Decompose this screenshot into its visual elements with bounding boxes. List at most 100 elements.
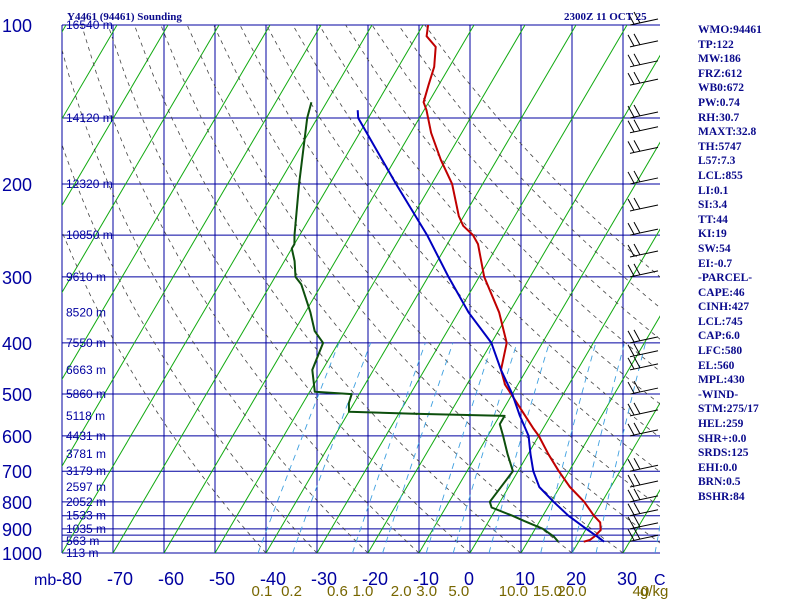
index-item: SI:3.4 [698, 199, 728, 212]
barb-feather [633, 457, 641, 470]
index-item: SHR+:0.0 [698, 432, 747, 445]
height-label: 3781 m [66, 447, 106, 461]
index-item: EHI:0.0 [698, 461, 738, 474]
isotherm-line [571, 402, 660, 553]
barb-feather [627, 474, 635, 487]
isotherm-line [418, 141, 660, 553]
index-item: SRDS:125 [698, 447, 749, 460]
height-label: 8520 m [66, 305, 106, 319]
mixing-ratio-label: 2.0 [391, 583, 412, 600]
barb-feather [633, 33, 641, 46]
dry-adiabat [424, 25, 660, 278]
isotherm-line [469, 228, 660, 553]
temp-label: -60 [158, 569, 184, 589]
wind-barb [627, 243, 659, 258]
barb-feather [633, 502, 641, 514]
height-label: 12320 m [66, 177, 113, 191]
isotherm-line [214, 25, 526, 553]
sounding-traces [290, 25, 605, 543]
barb-feather [627, 12, 635, 25]
wind-barb [627, 502, 659, 517]
barb-feather [633, 488, 641, 501]
isotherm-line [265, 25, 577, 553]
index-item: RH:30.7 [698, 111, 740, 124]
height-label: 14120 m [66, 111, 113, 125]
index-item: -WIND- [698, 388, 739, 401]
index-item: -PARCEL- [698, 272, 753, 285]
barb-feather [627, 381, 635, 394]
wind-barb [627, 527, 659, 542]
mixing-ratio-line [382, 342, 454, 553]
station-title: Y4461 (94461) Sounding [67, 11, 182, 23]
wind-barb [627, 119, 659, 134]
barb-feather [633, 243, 641, 256]
barb-feather [633, 380, 641, 393]
barb-feather [633, 104, 641, 117]
wind-barb [627, 33, 659, 48]
barb-staff [629, 270, 659, 278]
mixing-ratio-line [292, 342, 372, 553]
index-item: TH:5747 [698, 140, 742, 153]
pressure-label-200: 200 [2, 175, 32, 195]
temp-label: -30 [311, 569, 337, 589]
temp-label: -40 [260, 569, 286, 589]
barb-feather [633, 170, 641, 183]
temp-label: -10 [413, 569, 439, 589]
wind-barb [627, 402, 659, 417]
wind-barb [627, 170, 659, 185]
isotherm-line [520, 315, 660, 553]
wind-barb [627, 11, 659, 26]
height-label: 4431 m [66, 429, 106, 443]
isotherm-line [367, 54, 660, 553]
index-item: STM:275/17 [698, 403, 759, 416]
barb-feather [627, 171, 635, 184]
index-item: LCL:745 [698, 315, 743, 328]
isotherm-line [62, 25, 322, 468]
wind-barb [627, 53, 659, 68]
height-label: 1533 m [66, 509, 106, 523]
pressure-unit: mb [34, 572, 56, 589]
barb-feather [633, 329, 641, 342]
mixing-ratio-label: 0.1 [251, 583, 272, 600]
barb-feather [627, 198, 635, 211]
index-item: BSHR:84 [698, 491, 745, 503]
index-item: MAXT:32.8 [698, 126, 757, 139]
wind-barb [627, 221, 659, 236]
height-label: 10850 m [66, 228, 113, 242]
adiabat-lines [62, 25, 660, 553]
barb-feather [627, 54, 635, 67]
temp-label: -50 [209, 569, 235, 589]
barb-staff [629, 177, 659, 185]
parcel-trace [356, 110, 605, 543]
index-item: L57:7.3 [698, 155, 736, 168]
wind-barb [627, 343, 659, 358]
height-label: 9610 m [66, 270, 106, 284]
barb-feather [627, 244, 635, 257]
barb-feather [627, 516, 635, 529]
wind-barb [627, 515, 659, 530]
dry-adiabat [398, 25, 660, 309]
barb-staff [629, 509, 659, 517]
pressure-label-700: 700 [2, 462, 32, 482]
barb-staff [629, 146, 659, 154]
pressure-label-400: 400 [2, 334, 32, 354]
indices-panel: WMO:94461 TP:122 MW:186 FRZ:612 WB0:672 PW:0.… [698, 23, 798, 505]
wind-barb [627, 380, 659, 395]
barb-staff [629, 111, 659, 119]
mixing-unit: g/kg [640, 583, 668, 600]
barb-feather [627, 330, 635, 343]
barb-feather [627, 403, 635, 416]
temp-label: -20 [362, 569, 388, 589]
barb-feather [633, 221, 641, 234]
pressure-label-900: 900 [2, 520, 32, 540]
wind-barb [627, 197, 659, 212]
barb-feather [627, 105, 635, 118]
barb-staff [629, 522, 659, 530]
mixing-ratio-label: 40 [633, 583, 650, 600]
index-item: CAPE:46 [698, 286, 745, 299]
dry-adiabat [107, 25, 471, 553]
barb-staff [629, 40, 659, 48]
wind-barb [627, 473, 659, 488]
index-item: WB0:672 [698, 82, 744, 95]
temperature-trace [422, 25, 602, 543]
